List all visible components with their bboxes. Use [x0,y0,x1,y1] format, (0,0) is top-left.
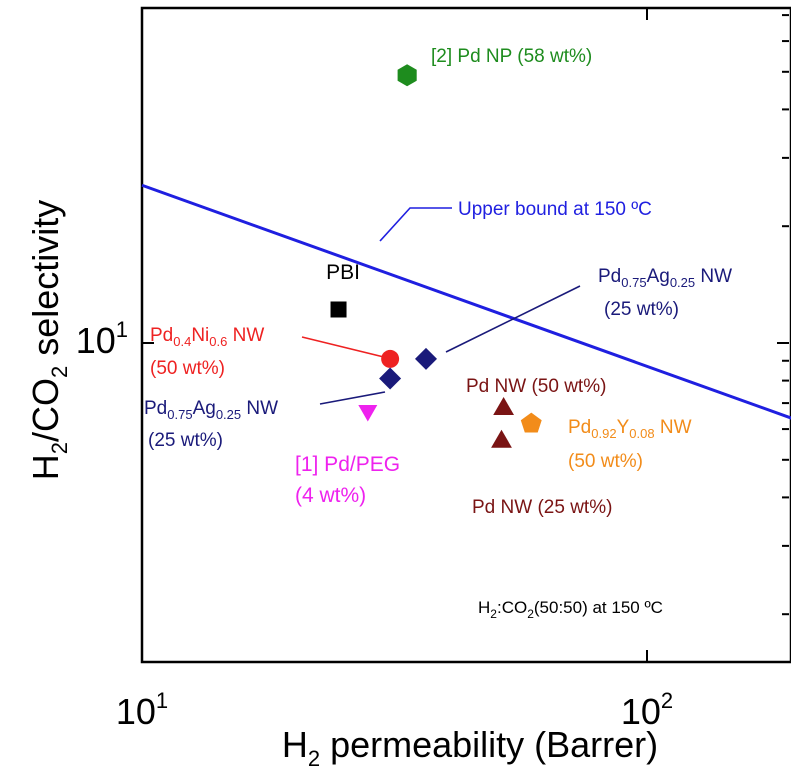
pdag-right-leader [445,285,581,353]
tick-marks [141,8,789,662]
marker-diamond-3 [415,347,437,370]
pdag-left-label-line2: (25 wt%) [148,430,223,451]
pd-np-label: [2] Pd NP (58 wt%) [431,46,592,67]
pbi-label: PBI [326,261,360,284]
pdpeg-label-line2: (4 wt%) [295,484,366,507]
pdnw25-label: Pd NW (25 wt%) [472,497,612,518]
marker-triangle-up-7 [491,429,512,448]
marker-pentagon-8 [520,412,542,433]
pdag-right-label: Pd0.75Ag0.25 NW [598,266,732,290]
pdni-label-line2: (50 wt%) [150,358,225,379]
pdag-right-label-line2: (25 wt%) [604,299,679,320]
marker-hexagon-0 [397,64,417,87]
marker-triangle-up-6 [493,397,514,415]
marker-triangle-down-5 [358,405,378,422]
upper-bound-line [141,183,791,420]
pdni-leader [301,336,389,359]
x-axis-label: H2 permeability (Barrer) [282,724,658,771]
pdy-label: Pd0.92Y0.08 NW [568,417,692,441]
x-tick-label-100: 102 [621,688,673,732]
pdnw50-label: Pd NW (50 wt%) [466,376,606,397]
plot-frame [140,6,791,664]
pdag-left-leader [319,391,386,405]
y-tick-label-10: 101 [76,317,128,361]
pdag-left-label: Pd0.75Ag0.25 NW [144,398,278,422]
y-axis-label: H2/CO2 selectivity [25,200,72,481]
condition-label: H2:CO2(50:50) at 150 ºC [478,598,663,621]
marker-circle-2 [381,349,400,368]
pdni-label: Pd0.4Ni0.6 NW [150,325,264,349]
markers [330,64,542,448]
x-tick-label-10: 101 [116,688,168,732]
marker-square-1 [330,301,347,318]
upper-bound-label: Upper bound at 150 ºC [458,199,652,220]
pdpeg-label: [1] Pd/PEG [295,453,400,476]
marker-diamond-4 [379,367,402,390]
upper-bound-leader [379,207,452,242]
pdy-label-line2: (50 wt%) [568,451,643,472]
